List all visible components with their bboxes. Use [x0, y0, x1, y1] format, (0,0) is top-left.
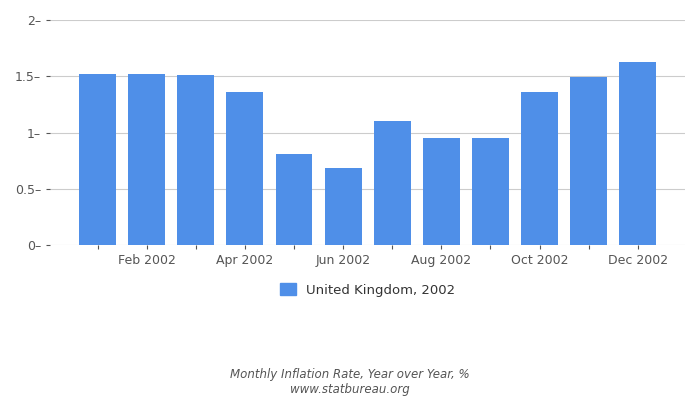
Bar [374, 122, 411, 245]
Bar [79, 74, 116, 245]
Bar [423, 138, 460, 245]
Text: Monthly Inflation Rate, Year over Year, %: Monthly Inflation Rate, Year over Year, … [230, 368, 470, 381]
Bar [325, 168, 361, 245]
Bar [521, 92, 558, 245]
Bar [570, 78, 607, 245]
Bar [276, 154, 312, 245]
Bar [472, 138, 509, 245]
Bar [177, 75, 214, 245]
Text: www.statbureau.org: www.statbureau.org [290, 383, 410, 396]
Bar [128, 74, 165, 245]
Legend: United Kingdom, 2002: United Kingdom, 2002 [274, 278, 461, 302]
Bar [227, 92, 263, 245]
Bar [620, 62, 656, 245]
